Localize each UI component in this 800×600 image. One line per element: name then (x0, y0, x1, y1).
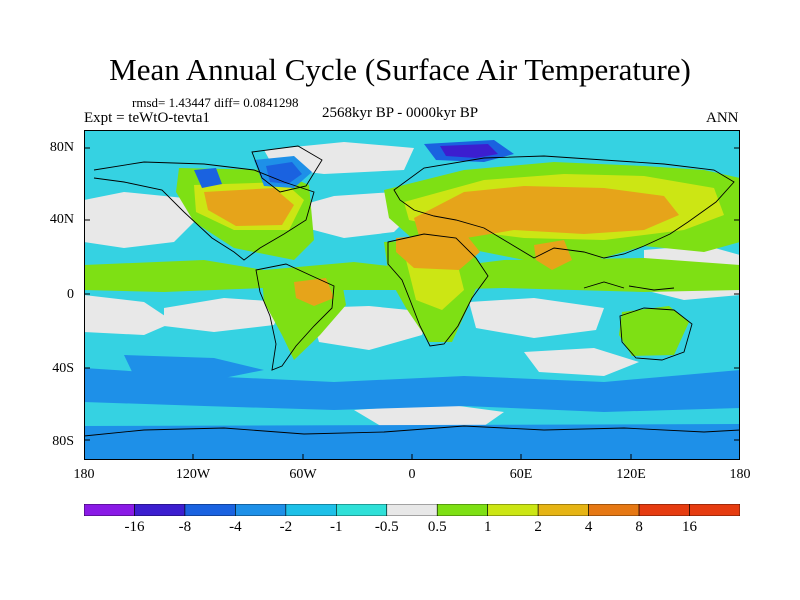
colorbar-label: 4 (584, 519, 593, 535)
colorbar-label: -8 (178, 519, 192, 535)
colorbar-box (638, 504, 690, 516)
lat-label-80s: 80S (52, 434, 74, 449)
coastline-greenland (251, 145, 323, 193)
lon-label-120e: 120E (616, 467, 646, 482)
neutral-zone-south-indian (524, 348, 639, 376)
lon-label-60e: 60E (509, 467, 533, 482)
coastline-eurasia (393, 155, 735, 259)
experiment-label: Expt = teWtO-tevta1 (84, 110, 210, 126)
temperature-anomaly-map (84, 130, 740, 460)
colorbar-box (134, 504, 186, 516)
lat-label-80n: 80N (49, 140, 74, 155)
colorbar-label: 1 (483, 519, 492, 535)
hot-zone-india (534, 240, 572, 270)
colorbar-box (386, 504, 438, 516)
coastline-australia (619, 307, 693, 361)
stats-text: rmsd= 1.43447 diff= 0.0841298 (132, 95, 299, 110)
colorbar-label: -2 (279, 519, 293, 535)
neutral-zone-south-atlantic (309, 306, 429, 350)
lat-label-40s: 40S (52, 361, 74, 376)
cool-zone-south-pacific (124, 355, 264, 380)
neutral-zone-indian (469, 298, 604, 338)
colorbar-label: -4 (229, 519, 242, 535)
neutral-zone-southern-band (354, 404, 504, 428)
colorbar-box (84, 504, 135, 516)
colorbar-box (336, 504, 388, 516)
neutral-zone-north-atlantic (284, 192, 414, 238)
colorbar-label: 0.5 (427, 519, 447, 535)
colorbar-box (235, 504, 287, 516)
colorbar-box (537, 504, 589, 516)
warm-zone-australia (619, 306, 689, 356)
neutral-zone-north-pacific (84, 192, 194, 248)
period-label: 2568kyr BP - 0000kyr BP (322, 105, 479, 121)
very-cold-zone-barents (440, 144, 498, 158)
neutral-zone-south-pacific (84, 295, 174, 335)
cool-zone-antarctica (84, 424, 740, 460)
season-label: ANN (706, 110, 739, 126)
lon-label-60w: 60W (289, 467, 317, 482)
colorbar-box (689, 504, 740, 516)
colorbar-box (588, 504, 640, 516)
page-title: Mean Annual Cycle (Surface Air Temperatu… (109, 52, 691, 87)
coastline-south-america (255, 263, 335, 371)
colorbar-label: -16 (124, 519, 145, 535)
colorbar-label: 8 (635, 519, 643, 535)
hot-zone-north-america (204, 188, 294, 226)
coastline-north-america (93, 161, 315, 261)
cool-zone-antarctic-ocean (84, 368, 740, 412)
neutral-zone-pacific-east (164, 298, 284, 332)
lat-label-40n: 40N (49, 212, 74, 227)
cold-zone-hudson (194, 168, 222, 188)
colorbar-label: 2 (534, 519, 542, 535)
lon-label-0: 0 (408, 467, 416, 482)
coastlines (84, 145, 740, 437)
colorbar-box (285, 504, 337, 516)
warmer-zone-africa (406, 258, 464, 310)
colorbar-label: 16 (682, 519, 698, 535)
coastline-africa (387, 233, 489, 347)
colorbar-box (184, 504, 236, 516)
colorbar-label: -1 (330, 519, 343, 535)
colorbar (84, 504, 740, 516)
colorbar-label: -0.5 (374, 519, 399, 535)
lat-label-0: 0 (67, 287, 74, 302)
colorbar-box (436, 504, 488, 516)
axis-ticks (84, 147, 740, 460)
coastline-indonesia (583, 281, 675, 291)
lon-label-120w: 120W (175, 467, 211, 482)
lon-label-180w: 180 (73, 467, 95, 482)
lon-label-180e: 180 (729, 467, 751, 482)
coastline-antarctica (84, 425, 740, 437)
hot-zone-amazon (294, 278, 334, 306)
colorbar-box (487, 504, 539, 516)
